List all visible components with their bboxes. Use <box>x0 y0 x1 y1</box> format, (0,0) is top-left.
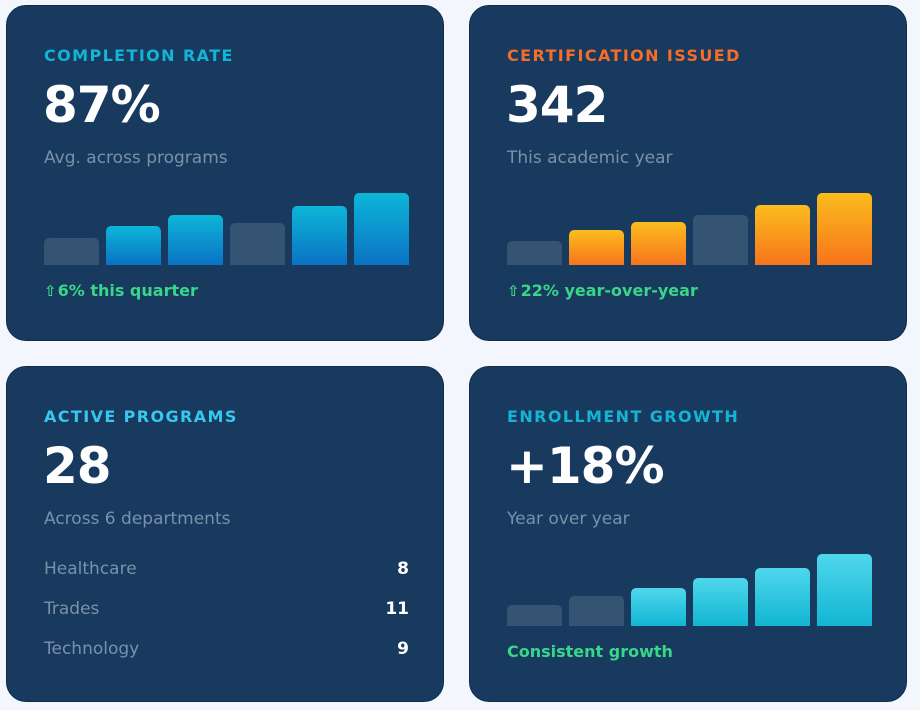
enrollment-growth-value: +18% <box>506 437 665 495</box>
up-arrow-icon: ⇧ <box>507 282 520 300</box>
chart-bar <box>631 588 686 626</box>
chart-bar <box>693 578 748 626</box>
list-item: Technology 9 <box>44 637 409 677</box>
completion-rate-value: 87% <box>43 76 161 134</box>
completion-rate-trend-text: 6% this quarter <box>57 281 198 300</box>
certification-issued-trend-text: 22% year-over-year <box>520 281 698 300</box>
completion-rate-trend: ⇧6% this quarter <box>44 281 198 300</box>
certification-issued-bar-chart <box>507 182 872 265</box>
active-programs-value: 28 <box>43 437 112 495</box>
chart-bar <box>755 568 810 626</box>
completion-rate-subtitle: Avg. across programs <box>44 148 228 168</box>
chart-bar <box>354 193 409 265</box>
program-list: Healthcare 8 Trades 11 Technology 9 <box>44 557 409 677</box>
program-count: 11 <box>385 599 409 619</box>
program-count: 8 <box>397 559 409 579</box>
list-item: Trades 11 <box>44 597 409 637</box>
chart-bar <box>817 193 872 265</box>
chart-bar <box>755 205 810 265</box>
program-name: Technology <box>44 639 140 659</box>
enrollment-growth-subtitle: Year over year <box>507 509 630 529</box>
chart-bar <box>631 222 686 265</box>
chart-bar <box>693 215 748 265</box>
program-name: Healthcare <box>44 559 137 579</box>
enrollment-growth-card: ENROLLMENT GROWTH +18% Year over year Co… <box>469 366 907 702</box>
certification-issued-trend: ⇧22% year-over-year <box>507 281 698 300</box>
chart-bar <box>44 238 99 265</box>
completion-rate-label: COMPLETION RATE <box>44 46 234 65</box>
enrollment-growth-bar-chart <box>507 543 872 626</box>
completion-rate-bar-chart <box>44 182 409 265</box>
chart-bar <box>507 605 562 626</box>
certification-issued-subtitle: This academic year <box>507 148 673 168</box>
chart-bar <box>569 596 624 626</box>
certification-issued-label: CERTIFICATION ISSUED <box>507 46 741 65</box>
enrollment-growth-trend: Consistent growth <box>507 642 673 661</box>
program-count: 9 <box>397 639 409 659</box>
certification-issued-card: CERTIFICATION ISSUED 342 This academic y… <box>469 5 907 341</box>
chart-bar <box>168 215 223 265</box>
chart-bar <box>230 223 285 265</box>
chart-bar <box>106 226 161 265</box>
chart-bar <box>507 241 562 265</box>
up-arrow-icon: ⇧ <box>44 282 57 300</box>
enrollment-growth-label: ENROLLMENT GROWTH <box>507 407 740 426</box>
completion-rate-card: COMPLETION RATE 87% Avg. across programs… <box>6 5 444 341</box>
chart-bar <box>817 554 872 626</box>
certification-issued-value: 342 <box>506 76 608 134</box>
active-programs-card: ACTIVE PROGRAMS 28 Across 6 departments … <box>6 366 444 702</box>
chart-bar <box>569 230 624 265</box>
program-name: Trades <box>44 599 100 619</box>
active-programs-label: ACTIVE PROGRAMS <box>44 407 238 426</box>
chart-bar <box>292 206 347 265</box>
active-programs-subtitle: Across 6 departments <box>44 509 231 529</box>
list-item: Healthcare 8 <box>44 557 409 597</box>
